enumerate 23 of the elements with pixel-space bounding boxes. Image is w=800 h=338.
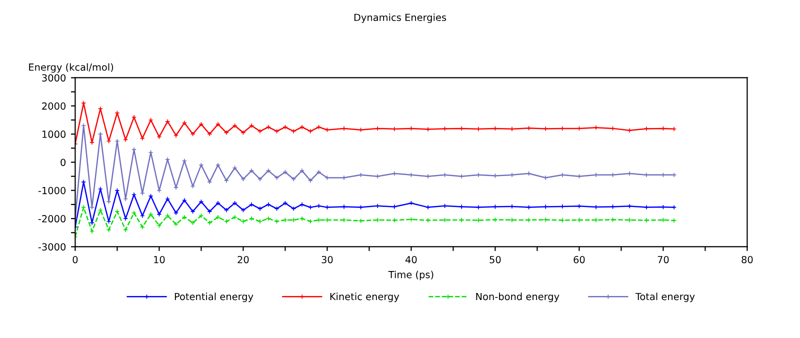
- y-tick-label: 0: [60, 158, 66, 166]
- y-tick-label: -3000: [38, 243, 66, 251]
- x-tick-label: 20: [238, 256, 249, 264]
- legend-label: Potential energy: [174, 292, 254, 302]
- x-axis-title: Time (ps): [388, 270, 434, 280]
- x-tick-label: 40: [405, 256, 417, 264]
- x-tick-label: 30: [322, 256, 333, 264]
- x-tick-label: 0: [72, 256, 78, 264]
- y-tick-label: -2000: [38, 215, 66, 222]
- x-tick-label: 70: [658, 256, 669, 264]
- y-tick-label: -1000: [38, 186, 66, 194]
- legend-label: Total energy: [635, 292, 695, 302]
- y-axis-title: Energy (kcal/mol): [29, 63, 114, 73]
- y-tick-label: 3000: [42, 74, 66, 82]
- x-tick-label: 10: [154, 256, 165, 264]
- legend-label: Non-bond energy: [476, 292, 560, 302]
- x-tick-label: 80: [742, 256, 753, 264]
- chart-title: Dynamics Energies: [354, 14, 446, 23]
- legend-label: Kinetic energy: [330, 292, 400, 302]
- x-tick-label: 60: [574, 256, 585, 264]
- x-tick-label: 50: [490, 256, 501, 264]
- y-tick-label: 1000: [42, 130, 66, 138]
- y-tick-label: 2000: [42, 102, 66, 110]
